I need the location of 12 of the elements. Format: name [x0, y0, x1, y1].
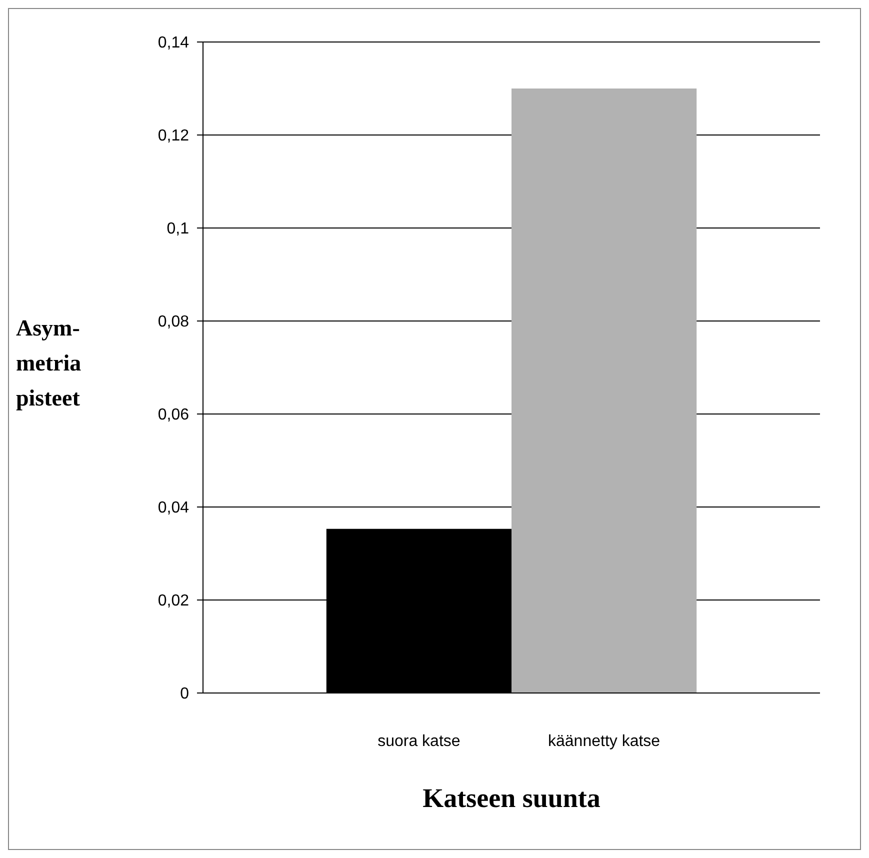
y-tick-label: 0,06: [158, 406, 190, 424]
y-tick-label: 0,1: [166, 220, 190, 238]
y-tick-label: 0,02: [158, 592, 190, 610]
y-tick-label: 0: [180, 686, 190, 703]
y-tick-label: 0,08: [158, 314, 190, 331]
x-tick-label: käännetty katse: [548, 733, 660, 750]
y-tick-label: 0,04: [158, 500, 190, 517]
y-tick-label: 0,12: [158, 128, 190, 145]
x-tick-label: suora katse: [378, 733, 460, 750]
x-axis-title: Katseen suunta: [422, 783, 601, 813]
y-tick-label: 0,14: [158, 34, 190, 52]
y-axis-title: Asym- metria pisteet: [16, 316, 82, 410]
